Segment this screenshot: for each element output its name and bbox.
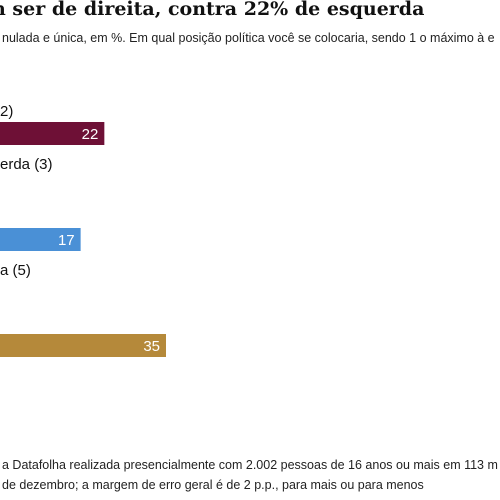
bar-0 — [0, 122, 105, 145]
category-label-esquerda-2: 2) — [0, 103, 13, 120]
source-note: a Datafolha realizada presencialmente co… — [2, 455, 498, 495]
chart-subtitle: nulada e única, em %. Em qual posição po… — [2, 31, 495, 45]
category-label-centro-direita-5: a (5) — [0, 262, 31, 279]
source-line-1: a Datafolha realizada presencialmente co… — [2, 458, 498, 472]
bar-4 — [0, 334, 166, 357]
bar-value-label-4: 35 — [143, 338, 160, 355]
bar-value-label-2: 17 — [58, 232, 75, 249]
category-label-centro-esquerda-3: erda (3) — [0, 156, 53, 173]
bar-value-label-0: 22 — [82, 126, 99, 143]
chart-title: n ser de direita, contra 22% de esquerda — [0, 0, 425, 20]
bar-2 — [0, 228, 81, 251]
source-line-2: de dezembro; a margem de erro geral é de… — [2, 478, 424, 492]
